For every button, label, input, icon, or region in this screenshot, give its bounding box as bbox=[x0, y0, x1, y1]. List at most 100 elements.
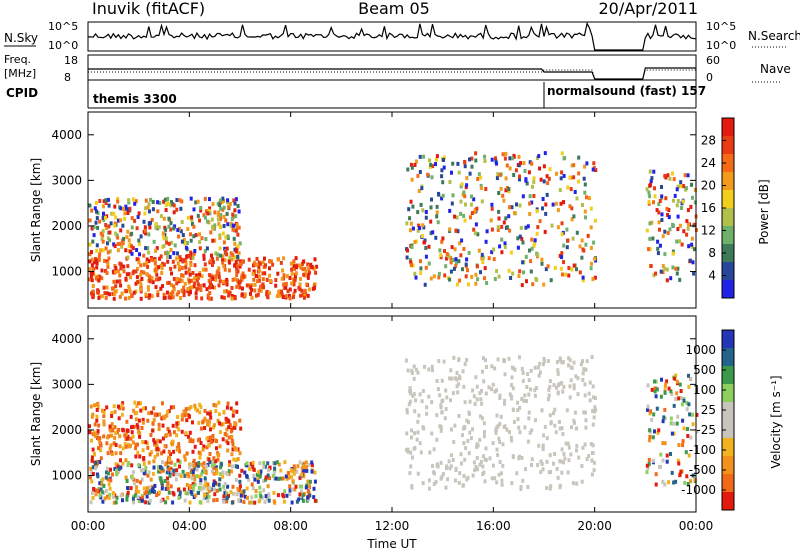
heatmap-cell bbox=[238, 418, 242, 423]
heatmap-cell bbox=[192, 276, 196, 281]
heatmap-cell bbox=[214, 465, 218, 470]
heatmap-cell bbox=[101, 408, 104, 413]
freq-tick-top: 18 bbox=[64, 54, 78, 67]
heatmap-cell bbox=[664, 382, 668, 387]
heatmap-cell bbox=[204, 267, 208, 272]
heatmap-cell bbox=[167, 467, 171, 472]
heatmap-cell bbox=[504, 216, 508, 221]
heatmap-cell bbox=[558, 188, 562, 193]
heatmap-cell bbox=[230, 434, 234, 439]
heatmap-cell bbox=[484, 446, 488, 451]
heatmap-cell bbox=[484, 391, 488, 396]
heatmap-cell bbox=[92, 293, 95, 298]
heatmap-cell bbox=[561, 432, 565, 436]
heatmap-cell bbox=[185, 241, 189, 245]
heatmap-cell bbox=[687, 453, 691, 458]
date-title: 20/Apr/2011 bbox=[598, 0, 698, 18]
heatmap-cell bbox=[654, 379, 658, 384]
heatmap-cell bbox=[88, 277, 92, 282]
heatmap-cell bbox=[193, 263, 197, 268]
heatmap-cell bbox=[434, 157, 438, 162]
heatmap-cell bbox=[216, 252, 220, 257]
heatmap-cell bbox=[109, 478, 113, 483]
heatmap-cell bbox=[93, 403, 97, 408]
heatmap-cell bbox=[410, 428, 413, 433]
heatmap-cell bbox=[220, 295, 224, 300]
heatmap-cell bbox=[262, 465, 266, 470]
heatmap-cell bbox=[209, 281, 212, 286]
heatmap-cell bbox=[251, 271, 255, 276]
heatmap-cell bbox=[581, 275, 585, 280]
heatmap-cell bbox=[307, 287, 311, 292]
heatmap-cell bbox=[542, 282, 546, 287]
heatmap-cell bbox=[418, 441, 422, 446]
heatmap-cell bbox=[225, 277, 229, 282]
heatmap-cell bbox=[292, 464, 296, 469]
heatmap-cell bbox=[212, 498, 216, 503]
heatmap-cell bbox=[230, 294, 234, 299]
heatmap-cell bbox=[105, 226, 109, 230]
cpid-panel: CPID themis 3300 normalsound (fast) 157 bbox=[6, 80, 706, 109]
heatmap-cell bbox=[95, 414, 99, 419]
heatmap-cell bbox=[217, 283, 221, 288]
heatmap-cell bbox=[430, 364, 434, 369]
heatmap-cell bbox=[674, 373, 678, 378]
heatmap-cell bbox=[127, 243, 131, 248]
heatmap-cell bbox=[474, 272, 478, 277]
heatmap-cell bbox=[183, 413, 187, 418]
heatmap-cell bbox=[184, 431, 188, 436]
heatmap-cell bbox=[169, 221, 173, 226]
heatmap-cell bbox=[452, 439, 456, 444]
heatmap-cell bbox=[178, 226, 181, 231]
heatmap-cell bbox=[589, 246, 593, 250]
heatmap-cell bbox=[204, 495, 208, 500]
heatmap-cell bbox=[234, 464, 238, 469]
heatmap-cell bbox=[501, 463, 505, 468]
heatmap-cell bbox=[481, 356, 485, 361]
heatmap-cell bbox=[138, 454, 142, 459]
heatmap-cell bbox=[487, 385, 491, 390]
heatmap-cell bbox=[261, 260, 265, 265]
heatmap-cell bbox=[193, 477, 197, 482]
heatmap-cell bbox=[151, 471, 155, 476]
heatmap-cell bbox=[252, 474, 256, 478]
heatmap-cell bbox=[102, 211, 105, 216]
heatmap-cell bbox=[234, 478, 238, 482]
heatmap-cell bbox=[584, 367, 588, 372]
heatmap-cell bbox=[559, 201, 563, 206]
heatmap-cell bbox=[201, 267, 205, 272]
heatmap-cell bbox=[653, 194, 657, 199]
heatmap-cell bbox=[99, 456, 103, 461]
heatmap-cell bbox=[197, 420, 201, 425]
heatmap-cell bbox=[291, 295, 295, 300]
heatmap-cell bbox=[491, 463, 495, 468]
heatmap-cell bbox=[232, 236, 236, 241]
heatmap-cell bbox=[535, 209, 539, 214]
heatmap-cell bbox=[662, 415, 666, 420]
heatmap-cell bbox=[306, 293, 310, 298]
heatmap-cell bbox=[208, 273, 212, 278]
heatmap-cell bbox=[487, 256, 491, 261]
heatmap-cell bbox=[441, 180, 445, 185]
heatmap-cell bbox=[235, 246, 239, 251]
heatmap-cell bbox=[126, 436, 129, 441]
heatmap-cell bbox=[445, 252, 449, 256]
heatmap-cell bbox=[198, 455, 202, 460]
heatmap-cell bbox=[653, 429, 656, 434]
heatmap-cell bbox=[194, 200, 198, 205]
heatmap-cell bbox=[681, 199, 685, 204]
heatmap-cell bbox=[592, 460, 596, 465]
heatmap-cell bbox=[551, 202, 555, 207]
heatmap-cell bbox=[138, 434, 142, 439]
heatmap-cell bbox=[219, 253, 223, 258]
heatmap-cell bbox=[454, 478, 457, 483]
heatmap-cell bbox=[556, 208, 560, 213]
heatmap-cell bbox=[252, 277, 256, 282]
heatmap-cell bbox=[491, 382, 495, 387]
heatmap-cell bbox=[548, 167, 552, 172]
heatmap-cell bbox=[172, 203, 176, 208]
heatmap-cell bbox=[95, 265, 99, 270]
heatmap-cell bbox=[147, 295, 151, 300]
heatmap-cell bbox=[517, 154, 521, 159]
heatmap-cell bbox=[295, 271, 298, 276]
